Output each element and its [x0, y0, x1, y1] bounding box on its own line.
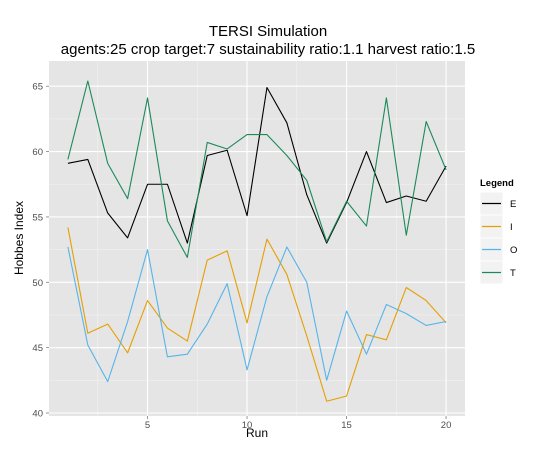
series-line-I: [67, 227, 447, 402]
legend-label: I: [510, 222, 513, 233]
legend-item-E: E: [479, 191, 516, 216]
y-tick-label: 40: [32, 408, 43, 419]
y-axis-title: Hobbes Index: [12, 201, 26, 275]
legend-item-I: I: [479, 214, 513, 239]
series-lines: [67, 80, 447, 402]
y-tick-label: 45: [32, 343, 43, 354]
y-tick-label: 65: [32, 82, 43, 93]
x-tick-label: 10: [242, 420, 253, 431]
x-axis-title: Run: [246, 426, 268, 440]
chart-subtitle: agents:25 crop target:7 sustainability r…: [61, 41, 475, 58]
plot-panel: [49, 61, 465, 416]
legend-label: E: [510, 199, 516, 210]
x-axis: 5 10 15 20: [145, 416, 452, 431]
series-line-E: [67, 86, 447, 244]
x-tick-label: 15: [341, 420, 352, 431]
y-tick-label: 60: [32, 147, 43, 158]
series-line-O: [67, 246, 447, 383]
chart-title: TERSI Simulation: [209, 23, 327, 40]
series-line-T: [67, 80, 447, 259]
legend-label: O: [510, 245, 517, 256]
x-tick-label: 20: [441, 420, 452, 431]
grid-minor: [49, 61, 465, 416]
x-tick-label: 5: [145, 420, 150, 431]
legend-item-O: O: [479, 237, 517, 262]
y-tick-label: 50: [32, 278, 43, 289]
y-tick-label: 55: [32, 212, 43, 223]
legend-title: Legend: [480, 178, 514, 189]
legend: Legend E I O T: [479, 178, 517, 285]
legend-item-T: T: [479, 260, 516, 285]
y-axis: 40 45 50 55 60 65: [32, 82, 49, 419]
legend-label: T: [510, 268, 516, 279]
